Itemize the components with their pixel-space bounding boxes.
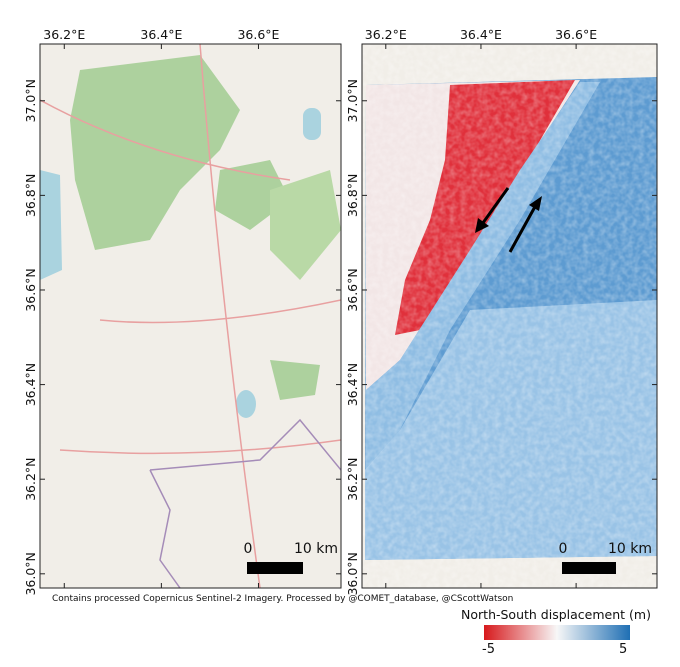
lat-tick-label: 36.8°N (23, 174, 38, 217)
scale-zero: 0 (244, 541, 253, 557)
panel-frame (361, 43, 658, 589)
scale-length: 10 km (608, 541, 652, 557)
credit: Contains processed Copernicus Sentinel-2… (52, 594, 513, 604)
colorbar-max: 5 (619, 642, 627, 657)
lon-tick-label: 36.4°E (460, 27, 502, 42)
lon-tick-label: 36.2°E (365, 27, 407, 42)
lat-tick-label: 36.6°N (345, 268, 360, 311)
lat-tick-label: 37.0°N (345, 79, 360, 122)
lon-tick-label: 36.4°E (140, 27, 182, 42)
scale-length: 10 km (294, 541, 338, 557)
lat-tick-label: 36.4°N (345, 363, 360, 406)
lon-tick-label: 36.6°E (237, 27, 279, 42)
displacement-map (362, 44, 657, 588)
panel-frame (39, 43, 342, 589)
colorbar-min: -5 (482, 642, 495, 657)
scale-zero: 0 (559, 541, 568, 557)
lat-tick-label: 36.0°N (345, 552, 360, 595)
lat-tick-label: 36.2°N (23, 457, 38, 500)
colorbar (484, 625, 630, 640)
lat-tick-label: 36.6°N (23, 268, 38, 311)
lat-tick-label: 37.0°N (23, 79, 38, 122)
scale-bar (247, 562, 303, 574)
base-map-left (40, 44, 341, 588)
lat-tick-label: 36.2°N (345, 457, 360, 500)
lat-tick-label: 36.8°N (345, 174, 360, 217)
colorbar-title: North-South displacement (m) (461, 607, 651, 622)
scale-bar (562, 562, 616, 574)
lon-tick-label: 36.6°E (555, 27, 597, 42)
lon-tick-label: 36.2°E (43, 27, 85, 42)
lat-tick-label: 36.4°N (23, 363, 38, 406)
lat-tick-label: 36.0°N (23, 552, 38, 595)
